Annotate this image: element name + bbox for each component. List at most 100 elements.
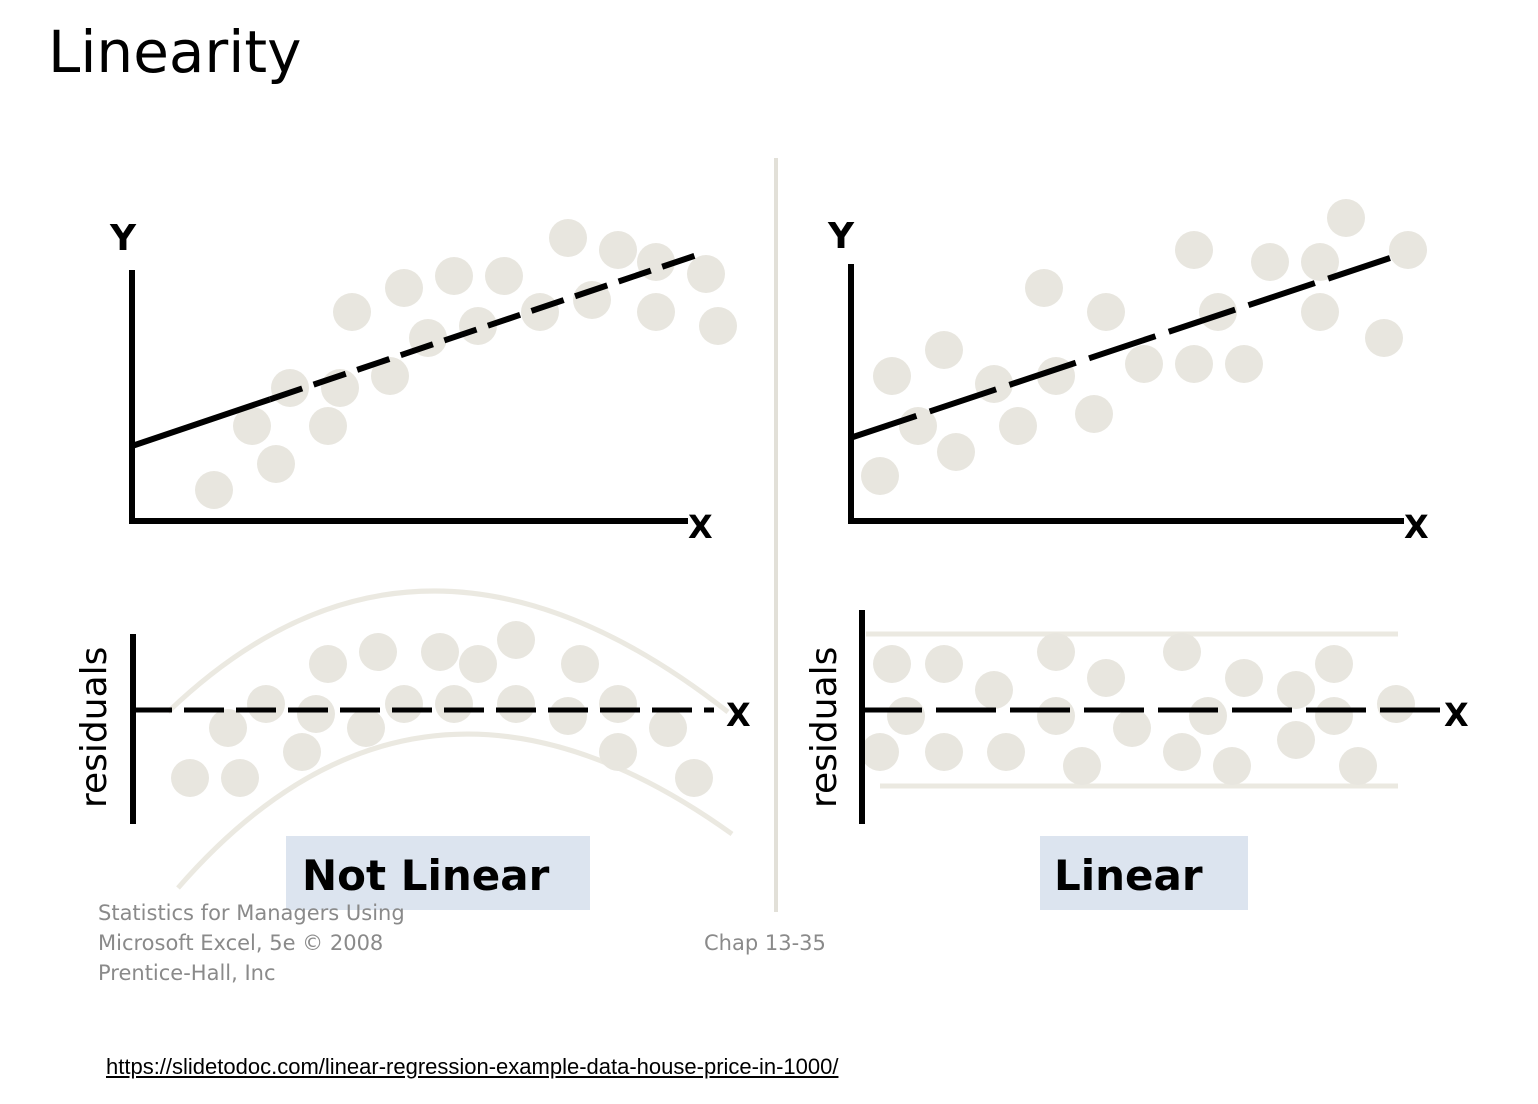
data-point — [371, 357, 409, 395]
left-residual-dots — [171, 621, 713, 797]
data-point — [435, 685, 473, 723]
data-point — [925, 733, 963, 771]
regression-line — [131, 396, 271, 449]
data-point — [1301, 243, 1339, 281]
data-point — [887, 697, 925, 735]
left-scatter-plot: Y X — [109, 218, 737, 546]
regression-line — [849, 255, 1391, 441]
data-point — [937, 433, 975, 471]
data-point — [347, 709, 385, 747]
data-point — [421, 633, 459, 671]
data-point — [459, 645, 497, 683]
footer-page-number: Chap 13-35 — [704, 931, 826, 955]
data-point — [649, 709, 687, 747]
data-point — [1277, 721, 1315, 759]
right-scatter-dots — [861, 199, 1427, 495]
data-point — [1125, 345, 1163, 383]
caption-box-not-linear — [286, 836, 590, 910]
right-scatter-plot: Y X — [827, 199, 1429, 546]
source-link[interactable]: https://slidetodoc.com/linear-regression… — [106, 1054, 839, 1079]
curve-band-lower — [176, 731, 734, 890]
y-axis-label: Y — [109, 218, 137, 259]
data-point — [1087, 293, 1125, 331]
data-point — [861, 733, 899, 771]
data-point — [1389, 231, 1427, 269]
right-residual-dots — [861, 633, 1415, 785]
data-point — [1175, 231, 1213, 269]
data-point — [699, 307, 737, 345]
data-point — [1315, 645, 1353, 683]
data-point — [1327, 199, 1365, 237]
footer-line-2: Microsoft Excel, 5e © 2008 — [98, 931, 383, 955]
data-point — [257, 445, 295, 483]
curve-band-upper — [166, 588, 730, 714]
data-point — [599, 685, 637, 723]
data-point — [1377, 685, 1415, 723]
x-axis-label: X — [1404, 508, 1429, 546]
data-point — [195, 471, 233, 509]
right-residual-plot: X residuals — [804, 610, 1469, 824]
data-point — [359, 633, 397, 671]
data-point — [599, 733, 637, 771]
data-point — [1189, 697, 1227, 735]
data-point — [1251, 243, 1289, 281]
y-axis-label: Y — [827, 216, 855, 257]
footer-line-1: Statistics for Managers Using — [98, 901, 405, 925]
data-point — [1087, 659, 1125, 697]
data-point — [385, 685, 423, 723]
data-point — [1225, 345, 1263, 383]
data-point — [873, 357, 911, 395]
data-point — [1365, 319, 1403, 357]
residuals-label: residuals — [804, 647, 845, 808]
data-point — [1339, 747, 1377, 785]
data-point — [435, 257, 473, 295]
data-point — [233, 407, 271, 445]
residual-x-label: X — [726, 696, 751, 734]
caption-box-linear — [1040, 836, 1248, 910]
data-point — [873, 645, 911, 683]
left-scatter-dots — [195, 219, 737, 509]
data-point — [1025, 269, 1063, 307]
data-point — [1163, 633, 1201, 671]
data-point — [309, 645, 347, 683]
data-point — [1163, 733, 1201, 771]
data-point — [925, 331, 963, 369]
data-point — [309, 407, 347, 445]
data-point — [975, 671, 1013, 709]
data-point — [333, 293, 371, 331]
slide-title: Linearity — [48, 18, 302, 86]
data-point — [687, 255, 725, 293]
data-point — [1301, 293, 1339, 331]
data-point — [385, 269, 423, 307]
data-point — [999, 407, 1037, 445]
data-point — [485, 257, 523, 295]
data-point — [497, 621, 535, 659]
data-point — [459, 307, 497, 345]
data-point — [549, 697, 587, 735]
data-point — [283, 733, 321, 771]
data-point — [987, 733, 1025, 771]
data-point — [1277, 671, 1315, 709]
data-point — [271, 369, 309, 407]
data-point — [1063, 747, 1101, 785]
data-point — [637, 293, 675, 331]
data-point — [297, 695, 335, 733]
data-point — [1225, 659, 1263, 697]
data-point — [561, 645, 599, 683]
data-point — [861, 457, 899, 495]
residual-x-label: X — [1444, 696, 1469, 734]
left-residual-plot: X residuals — [74, 588, 751, 890]
data-point — [1113, 709, 1151, 747]
data-point — [209, 709, 247, 747]
data-point — [1315, 697, 1353, 735]
data-point — [1075, 395, 1113, 433]
data-point — [247, 685, 285, 723]
data-point — [599, 231, 637, 269]
data-point — [497, 685, 535, 723]
caption-not-linear: Not Linear — [302, 851, 550, 900]
data-point — [925, 645, 963, 683]
data-point — [1213, 747, 1251, 785]
footer-line-3: Prentice-Hall, Inc — [98, 961, 276, 985]
data-point — [171, 759, 209, 797]
